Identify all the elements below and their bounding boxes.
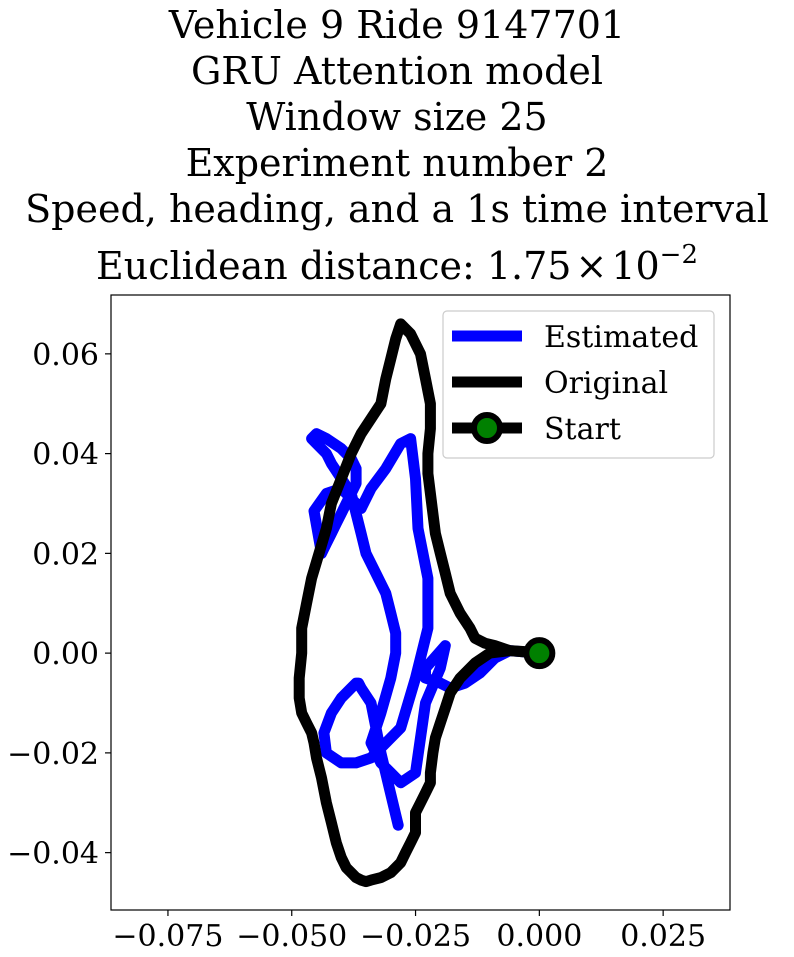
series-line-original xyxy=(293,318,545,888)
axis-layer: −0.075 −0.050 −0.025 0.000 0.025 −0.04 −0.02 0.… xyxy=(7,338,706,954)
data-layer xyxy=(293,318,556,888)
y-tick-label: 0.04 xyxy=(32,438,99,473)
legend-start-label: Start xyxy=(544,412,621,447)
metric-exponent: −2 xyxy=(659,240,698,270)
title-line-1: Vehicle 9 Ride 9147701 xyxy=(168,3,626,47)
x-tick-label: −0.050 xyxy=(236,919,347,954)
x-tick-label: −0.025 xyxy=(360,919,471,954)
y-tick-label: −0.04 xyxy=(7,837,99,872)
title-line-3: Window size 25 xyxy=(246,95,548,139)
y-tick-label: 0.06 xyxy=(32,338,99,373)
legend-original-label: Original xyxy=(544,366,668,401)
series-line-estimated xyxy=(306,428,545,831)
chart-title: Vehicle 9 Ride 9147701 GRU Attention mod… xyxy=(0,2,794,289)
plot-frame xyxy=(110,294,731,911)
start-marker xyxy=(523,637,556,670)
title-line-5: Speed, heading, and a 1s time interval xyxy=(25,187,769,231)
y-tick-label: −0.02 xyxy=(7,737,99,772)
legend-estimated-label: Estimated xyxy=(544,320,698,355)
title-line-4: Experiment number 2 xyxy=(185,141,609,185)
x-tick-label: −0.075 xyxy=(112,919,223,954)
metric-mantissa: 1.75 xyxy=(486,244,572,288)
legend: Estimated Original Start xyxy=(442,310,715,459)
y-tick-label: 0.00 xyxy=(32,637,99,672)
metric-label: Euclidean distance: xyxy=(96,244,487,288)
y-tick-label: 0.02 xyxy=(32,537,99,572)
title-line-metric: Euclidean distance: 1.75 × 10−2 xyxy=(0,232,794,289)
metric-base: 10 xyxy=(611,244,660,288)
x-tick-label: 0.000 xyxy=(496,919,582,954)
legend-box xyxy=(442,310,715,459)
title-line-2: GRU Attention model xyxy=(190,49,604,93)
metric-times: × xyxy=(575,244,608,288)
x-tick-label: 0.025 xyxy=(620,919,706,954)
legend-start-marker xyxy=(471,412,503,444)
